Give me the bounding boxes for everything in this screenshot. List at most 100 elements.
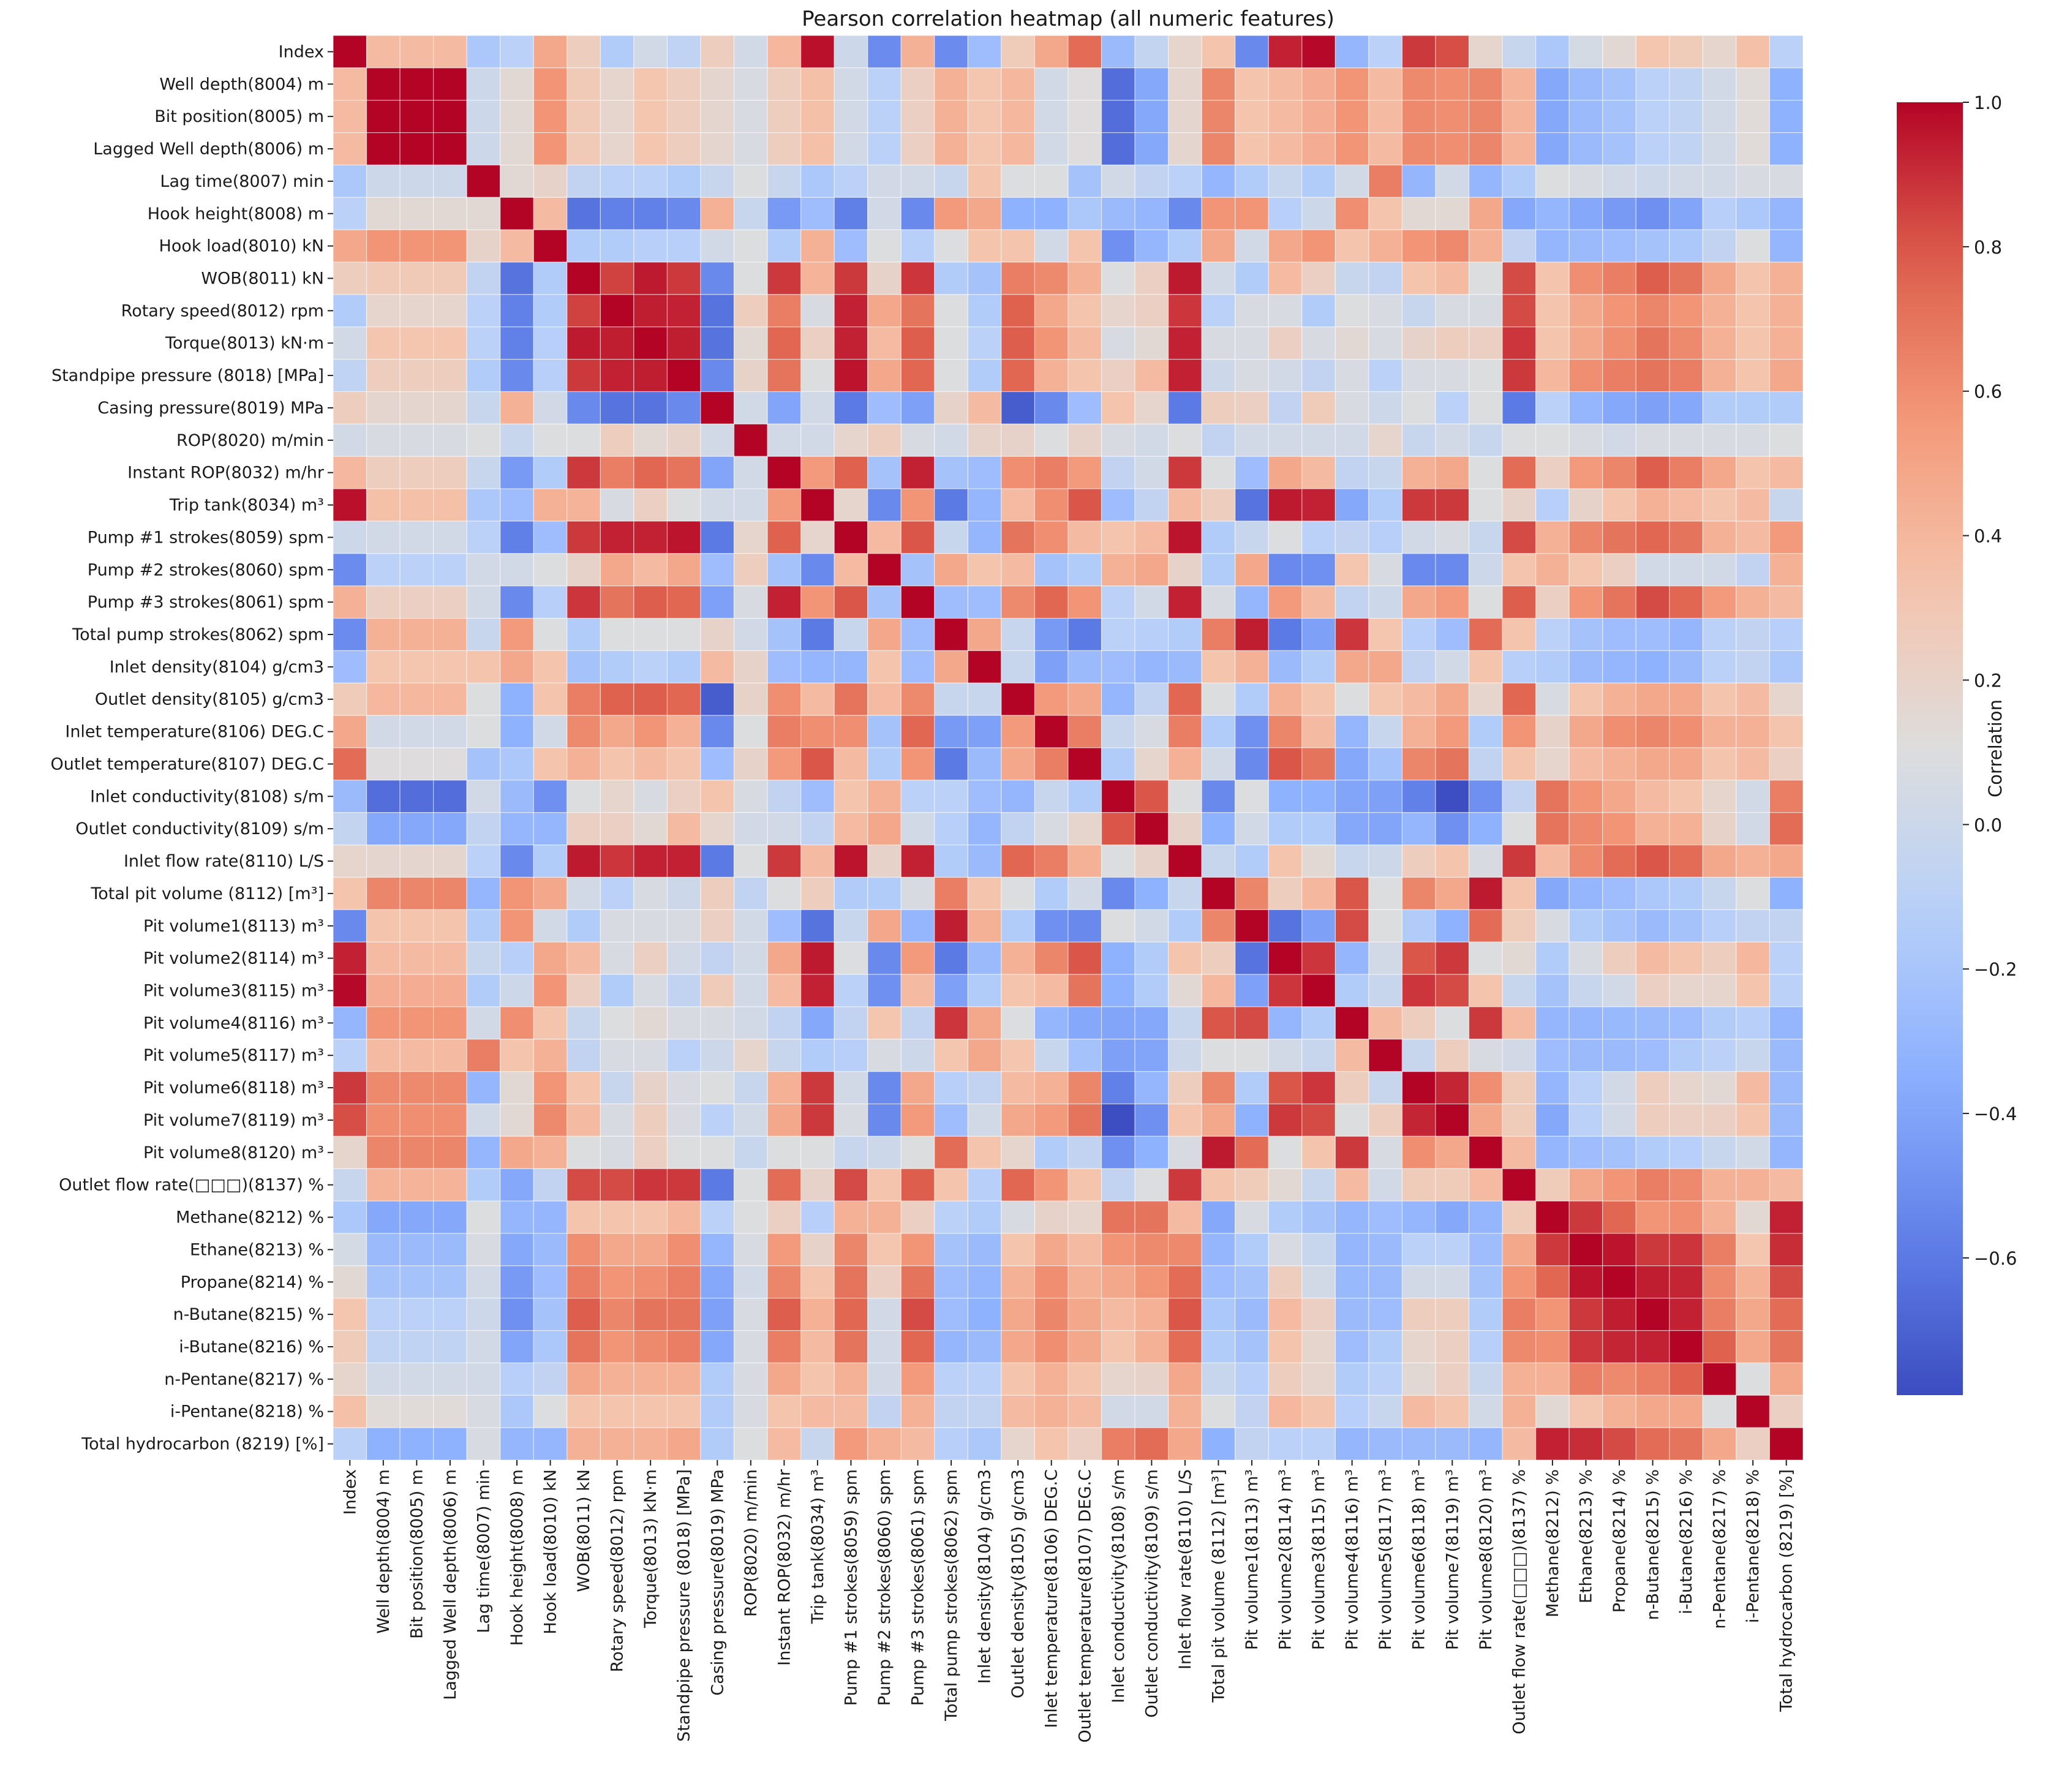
- heatmap-cell: [466, 1103, 501, 1137]
- heatmap-cell: [366, 974, 401, 1007]
- heatmap-cell: [1568, 1330, 1603, 1364]
- heatmap-cell: [1602, 876, 1636, 910]
- heatmap-cell: [834, 164, 868, 198]
- heatmap-cell: [1468, 941, 1503, 975]
- heatmap-cell: [1401, 1298, 1436, 1331]
- y-tick-label: Rotary speed(8012) rpm: [121, 301, 324, 320]
- heatmap-cell: [567, 229, 601, 263]
- heatmap-cell: [1769, 294, 1804, 328]
- heatmap-cell: [333, 391, 367, 424]
- heatmap-cell: [333, 132, 367, 166]
- heatmap-cell: [433, 197, 467, 230]
- heatmap-cell: [1468, 100, 1503, 134]
- colorbar-tick-label: 0.8: [1974, 237, 2002, 258]
- heatmap-cell: [733, 359, 768, 393]
- heatmap-cell: [1134, 132, 1169, 166]
- heatmap-cell: [1001, 812, 1036, 846]
- heatmap-cell: [1435, 682, 1470, 716]
- heatmap-cell: [1702, 941, 1737, 975]
- heatmap-cell: [466, 1265, 501, 1299]
- heatmap-cell: [1702, 1039, 1737, 1072]
- heatmap-cell: [733, 1298, 768, 1331]
- heatmap-cell: [1368, 262, 1403, 295]
- heatmap-cell: [1101, 456, 1135, 489]
- heatmap-cell: [1235, 1135, 1269, 1169]
- heatmap-cell: [1602, 326, 1636, 360]
- heatmap-cell: [1201, 1330, 1236, 1364]
- heatmap-cell: [567, 35, 601, 69]
- heatmap-cell: [666, 1265, 701, 1299]
- heatmap-cell: [1602, 941, 1636, 975]
- heatmap-cell: [1134, 100, 1169, 134]
- heatmap-cell: [1502, 132, 1537, 166]
- heatmap-cell: [934, 1298, 968, 1331]
- heatmap-cell: [1702, 326, 1737, 360]
- heatmap-cell: [1067, 617, 1102, 652]
- colorbar-gradient: [1897, 102, 1963, 1395]
- heatmap-cell: [533, 67, 568, 101]
- x-tick-label: Index: [341, 1469, 360, 1515]
- heatmap-cell: [800, 1427, 835, 1461]
- heatmap-cell: [1502, 1298, 1537, 1331]
- heatmap-cell: [1568, 1298, 1603, 1331]
- heatmap-cell: [1001, 747, 1036, 781]
- heatmap-cell: [600, 100, 634, 134]
- heatmap-cell: [1535, 747, 1570, 781]
- heatmap-cell: [967, 876, 1002, 910]
- heatmap-cell: [1034, 294, 1069, 328]
- heatmap-cell: [466, 132, 501, 166]
- heatmap-cell: [900, 747, 935, 781]
- heatmap-cell: [533, 359, 568, 393]
- heatmap-cell: [834, 1362, 868, 1396]
- heatmap-cell: [1201, 1298, 1236, 1331]
- heatmap-cell: [1502, 1265, 1537, 1299]
- heatmap-cell: [1001, 909, 1036, 943]
- heatmap-cell: [1134, 876, 1169, 910]
- heatmap-cell: [1602, 682, 1636, 716]
- heatmap-cell: [1568, 780, 1603, 813]
- heatmap-cell: [800, 1071, 835, 1105]
- heatmap-cell: [1101, 164, 1135, 198]
- heatmap-cell: [1769, 521, 1804, 554]
- heatmap-cell: [1535, 909, 1570, 943]
- heatmap-cell: [1301, 974, 1336, 1007]
- heatmap-cell: [834, 1200, 868, 1234]
- heatmap-cell: [567, 844, 601, 878]
- heatmap-cell: [333, 1233, 367, 1267]
- heatmap-cell: [1602, 391, 1636, 424]
- heatmap-cell: [733, 132, 768, 166]
- heatmap-cell: [399, 35, 434, 69]
- heatmap-cell: [366, 197, 401, 230]
- heatmap-cell: [1401, 909, 1436, 943]
- heatmap-cell: [433, 423, 467, 457]
- heatmap-cell: [1168, 391, 1202, 424]
- heatmap-cell: [1502, 974, 1537, 1007]
- heatmap-cell: [633, 909, 668, 943]
- heatmap-cell: [1702, 844, 1737, 878]
- heatmap-cell: [1001, 553, 1036, 587]
- heatmap-cell: [1001, 1071, 1036, 1105]
- heatmap-cell: [1268, 423, 1303, 457]
- heatmap-cell: [666, 132, 701, 166]
- heatmap-cell: [633, 521, 668, 554]
- heatmap-cell: [1468, 617, 1503, 652]
- heatmap-cell: [934, 359, 968, 393]
- heatmap-cell: [666, 876, 701, 910]
- heatmap-cell: [767, 1298, 802, 1331]
- heatmap-cell: [834, 1006, 868, 1040]
- heatmap-cell: [533, 876, 568, 910]
- heatmap-cell: [1769, 780, 1804, 813]
- heatmap-cell: [1301, 553, 1336, 587]
- heatmap-cell: [900, 1006, 935, 1040]
- heatmap-cell: [533, 1362, 568, 1396]
- heatmap-cell: [1101, 391, 1135, 424]
- heatmap-cell: [1201, 844, 1236, 878]
- heatmap-cell: [1134, 359, 1169, 393]
- heatmap-cell: [333, 1071, 367, 1105]
- heatmap-cell: [1235, 1039, 1269, 1072]
- heatmap-cell: [500, 262, 534, 295]
- heatmap-cell: [366, 1006, 401, 1040]
- heatmap-cell: [399, 391, 434, 424]
- heatmap-cell: [934, 844, 968, 878]
- heatmap-cell: [800, 1298, 835, 1331]
